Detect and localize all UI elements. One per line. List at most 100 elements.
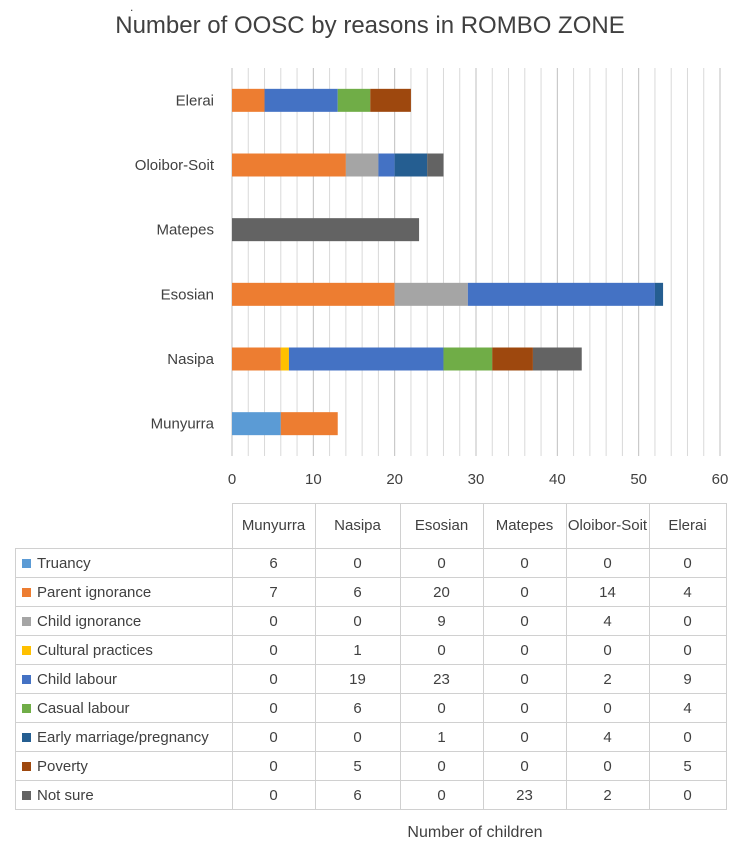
bar-segment-nasipa-not-sure [532,347,582,371]
table-cell: 6 [314,693,401,723]
table-cell: 0 [648,606,727,636]
table-cell: 4 [648,693,727,723]
bar-segment-nasipa-casual-labour [443,347,493,371]
series-name: Casual labour [37,699,130,717]
legend-swatch [22,587,31,597]
bar-segment-oloibor-soit-not-sure [427,153,444,177]
bar-segment-oloibor-soit-parent-ignorance [232,153,346,177]
table-cell: 0 [565,693,650,723]
bar-segment-nasipa-poverty [492,347,533,371]
table-row-header: Child labour [15,664,233,694]
bar-segment-nasipa-child-labour [288,347,444,371]
table-cell: 0 [399,548,484,578]
x-tick-label: 50 [630,471,647,488]
table-cell: 0 [314,548,401,578]
table-cell: 23 [399,664,484,694]
x-tick-label: 40 [549,471,566,488]
legend-swatch [22,732,31,742]
table-column-header: Elerai [648,503,727,549]
table-cell: 6 [314,780,401,810]
table-cell: 0 [482,577,567,607]
category-label: Munyurra [151,416,215,433]
table-cell: 7 [231,577,316,607]
series-name: Not sure [37,786,94,804]
table-column-header: Matepes [482,503,567,549]
bar-segment-esosian-early-marriage-pregnancy [654,282,664,306]
x-tick-label: 30 [468,471,485,488]
table-row-header: Casual labour [15,693,233,723]
legend-swatch [22,790,31,800]
table-row-header: Cultural practices [15,635,233,665]
legend-swatch [22,616,31,626]
legend-swatch [22,645,31,655]
legend-swatch [22,674,31,684]
table-cell: 5 [648,751,727,781]
table-cell: 0 [648,635,727,665]
series-name: Child labour [37,670,118,688]
table-cell: 2 [565,664,650,694]
category-labels: Munyurra Nasipa Esosian Matepes Oloibor-Soit… [135,92,215,432]
table-cell: 0 [482,722,567,752]
table-cell: 0 [314,606,401,636]
chart-title: Number of OOSC by reasons in ROMBO ZONE [115,12,625,39]
bar-segment-matepes-not-sure [232,218,420,242]
table-cell: 0 [231,751,316,781]
table-cell: 6 [314,577,401,607]
table-corner-cell [15,503,233,549]
table-cell: 20 [399,577,484,607]
table-cell: 0 [399,635,484,665]
bar-chart-plot: Munyurra Nasipa Esosian Matepes Oloibor-Soit… [135,68,729,488]
table-cell: 0 [565,751,650,781]
table-row-header: Poverty [15,751,233,781]
table-row: Casual labour 0 6 0 0 0 4 [15,693,727,723]
series-name: Poverty [37,757,88,775]
stray-dot-mark: . [130,0,134,14]
table-cell: 0 [565,548,650,578]
table-cell: 2 [565,780,650,810]
table-row: Child labour 0 19 23 0 2 9 [15,664,727,694]
table-cell: 0 [565,635,650,665]
table-cell: 0 [231,780,316,810]
table-row-header: Not sure [15,780,233,810]
table-cell: 5 [314,751,401,781]
table-cell: 0 [648,548,727,578]
x-tick-label: 60 [712,471,729,488]
table-row: Truancy 6 0 0 0 0 0 [15,548,727,578]
table-cell: 6 [231,548,316,578]
category-label: Oloibor-Soit [135,157,215,174]
table-column-header: Nasipa [314,503,401,549]
bar-segment-esosian-child-ignorance [394,282,468,306]
table-row-header: Early marriage/pregnancy [15,722,233,752]
table-cell: 1 [399,722,484,752]
table-cell: 23 [482,780,567,810]
table-row: Parent ignorance 7 6 20 0 14 4 [15,577,727,607]
category-label: Esosian [161,286,214,303]
table-cell: 0 [648,780,727,810]
category-label: Elerai [176,92,214,109]
table-cell: 0 [648,722,727,752]
bar-segment-elerai-parent-ignorance [232,88,265,112]
bar-segment-nasipa-cultural-practices [280,347,289,371]
legend-swatch [22,761,31,771]
table-row: Early marriage/pregnancy 0 0 1 0 4 0 [15,722,727,752]
bar-segment-oloibor-soit-early-marriage-pregnancy [394,153,428,177]
bar-segment-esosian-parent-ignorance [232,282,395,306]
table-cell: 9 [399,606,484,636]
table-row: Child ignorance 0 0 9 0 4 0 [15,606,727,636]
table-row: Not sure 0 6 0 23 2 0 [15,780,727,810]
category-label: Matepes [156,222,214,239]
table-cell: 0 [399,751,484,781]
table-cell: 0 [231,606,316,636]
table-cell: 14 [565,577,650,607]
legend-swatch [22,703,31,713]
table-cell: 9 [648,664,727,694]
table-row-header: Truancy [15,548,233,578]
table-cell: 0 [482,548,567,578]
table-header-row: Munyurra Nasipa Esosian Matepes Oloibor-Soit… [15,503,727,549]
x-tick-label: 0 [228,471,236,488]
bar-segment-oloibor-soit-child-ignorance [345,153,379,177]
table-cell: 0 [482,606,567,636]
table-cell: 0 [399,780,484,810]
series-name: Parent ignorance [37,583,152,601]
table-cell: 1 [314,635,401,665]
